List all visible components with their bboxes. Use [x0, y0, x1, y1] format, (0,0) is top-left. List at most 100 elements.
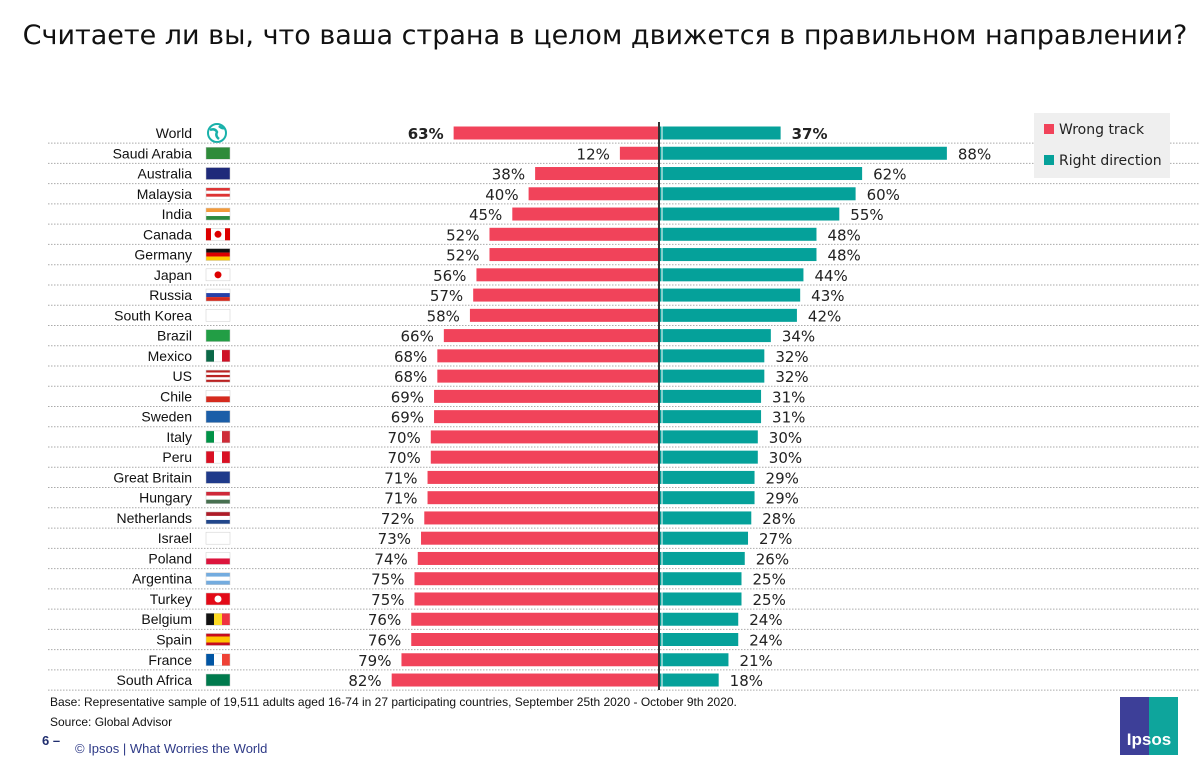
- value-label-wrong: 45%: [469, 206, 502, 224]
- country-label: Malaysia: [137, 186, 192, 202]
- bar-wrong-track: [443, 329, 659, 343]
- bar-right-direction: [660, 268, 804, 282]
- flag-great-britain-icon: [205, 471, 231, 484]
- bar-wrong-track: [434, 389, 659, 403]
- value-label-wrong: 52%: [446, 226, 479, 244]
- chart: World 63% 37% Saudi Arabia 12% 88% Australia 38…: [48, 122, 1200, 691]
- flag-poland-icon: [205, 552, 231, 565]
- flag-peru-icon: [205, 450, 231, 464]
- bar-right-direction: [660, 207, 840, 221]
- value-label-right: 24%: [749, 611, 782, 629]
- value-label-right: 25%: [753, 591, 786, 609]
- country-label: Sweden: [141, 409, 192, 425]
- bar-right-direction: [660, 612, 739, 626]
- country-label: Israel: [158, 530, 192, 546]
- value-label-wrong: 76%: [368, 611, 401, 629]
- bar-right-direction: [660, 653, 729, 667]
- value-label-right: 29%: [766, 469, 799, 487]
- value-label-wrong: 79%: [358, 652, 391, 670]
- bar-right-direction: [660, 470, 755, 484]
- country-label: Great Britain: [113, 469, 192, 485]
- bar-wrong-track: [437, 369, 659, 383]
- country-label: France: [148, 652, 192, 668]
- country-label: Argentina: [132, 571, 192, 587]
- country-label: Australia: [138, 166, 193, 182]
- country-label: Turkey: [150, 591, 192, 607]
- country-label: South Africa: [117, 672, 193, 688]
- bar-right-direction: [660, 572, 742, 586]
- bar-wrong-track: [489, 227, 659, 241]
- value-label-wrong: 68%: [394, 348, 427, 366]
- bar-right-direction: [660, 349, 765, 363]
- bar-right-direction: [660, 146, 947, 160]
- country-label: India: [162, 206, 193, 222]
- bar-wrong-track: [489, 248, 659, 262]
- flag-brazil-icon: [205, 329, 231, 342]
- flag-italy-icon: [205, 430, 231, 444]
- value-label-right: 60%: [867, 186, 900, 204]
- value-label-wrong: 71%: [384, 469, 417, 487]
- value-label-right: 37%: [792, 125, 828, 143]
- value-label-right: 27%: [759, 530, 792, 548]
- bar-wrong-track: [411, 612, 659, 626]
- bar-right-direction: [660, 227, 817, 241]
- country-label: Poland: [148, 550, 192, 566]
- bar-wrong-track: [414, 592, 659, 606]
- bar-wrong-track: [430, 450, 659, 464]
- flag-hungary-icon: [205, 491, 231, 504]
- bar-wrong-track: [427, 470, 659, 484]
- country-label: Italy: [166, 429, 192, 445]
- bar-right-direction: [660, 673, 719, 687]
- bar-right-direction: [660, 389, 762, 403]
- value-label-wrong: 38%: [492, 166, 525, 184]
- globe-icon-land: [209, 125, 226, 140]
- bar-right-direction: [660, 592, 742, 606]
- legend: Wrong track Right direction: [1034, 113, 1170, 178]
- value-label-right: 62%: [873, 166, 906, 184]
- country-label: Chile: [160, 388, 192, 404]
- value-label-right: 44%: [814, 267, 847, 285]
- bar-wrong-track: [417, 551, 659, 565]
- bar-right-direction: [660, 369, 765, 383]
- value-label-right: 48%: [827, 247, 860, 265]
- value-label-right: 24%: [749, 632, 782, 650]
- value-label-wrong: 52%: [446, 247, 479, 265]
- flag-malaysia-icon: [205, 187, 231, 201]
- country-label: Hungary: [139, 490, 192, 506]
- bar-wrong-track: [391, 673, 659, 687]
- flag-mexico-icon: [205, 349, 231, 363]
- country-label: US: [173, 368, 192, 384]
- ipsos-logo: Ipsos: [1120, 697, 1178, 755]
- legend-item-wrong: Wrong track: [1044, 122, 1144, 138]
- legend-item-right: Right direction: [1044, 153, 1162, 169]
- value-label-right: 28%: [762, 510, 795, 528]
- bar-wrong-track: [619, 146, 659, 160]
- flag-france-icon: [205, 653, 231, 667]
- flag-turkey-icon: [205, 592, 231, 606]
- bar-wrong-track: [469, 308, 659, 322]
- country-label: South Korea: [114, 307, 192, 323]
- value-label-wrong: 40%: [485, 186, 518, 204]
- country-label: Netherlands: [117, 510, 193, 526]
- value-label-wrong: 82%: [348, 672, 381, 690]
- value-label-wrong: 69%: [391, 409, 424, 427]
- chart-title: Считаете ли вы, что ваша страна в целом …: [22, 20, 1188, 51]
- country-label: Japan: [154, 267, 192, 283]
- value-label-wrong: 56%: [433, 267, 466, 285]
- bar-right-direction: [660, 126, 781, 140]
- value-label-right: 21%: [739, 652, 772, 670]
- country-label: Germany: [134, 247, 192, 263]
- value-label-right: 31%: [772, 388, 805, 406]
- page-number: 6 –: [42, 733, 61, 748]
- flag-chile-icon: [205, 390, 231, 403]
- bar-wrong-track: [528, 187, 659, 201]
- flag-israel-icon: [205, 531, 231, 545]
- value-label-wrong: 75%: [371, 591, 404, 609]
- bar-right-direction: [660, 551, 745, 565]
- value-label-right: 31%: [772, 409, 805, 427]
- value-label-wrong: 63%: [408, 125, 444, 143]
- country-label: Peru: [162, 449, 192, 465]
- base-note: Base: Representative sample of 19,511 ad…: [50, 695, 737, 709]
- value-label-wrong: 66%: [400, 328, 433, 346]
